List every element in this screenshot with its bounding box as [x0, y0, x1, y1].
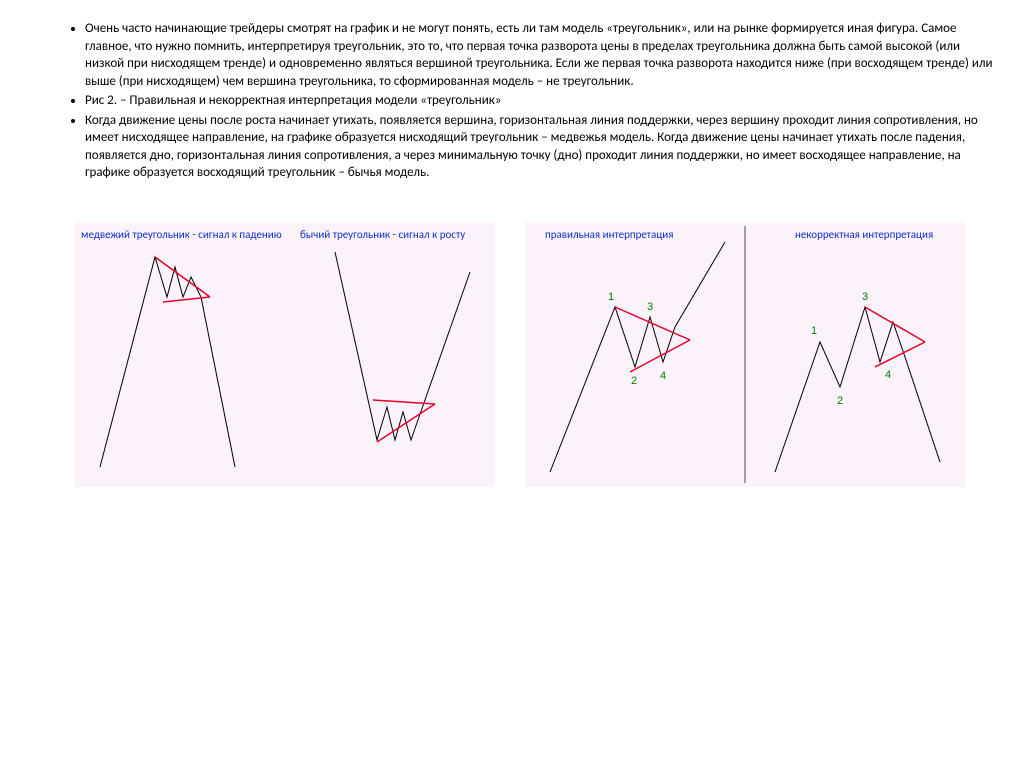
svg-text:3: 3 — [647, 301, 653, 313]
svg-text:2: 2 — [631, 375, 637, 387]
bullet-item-3: Когда движение цены после роста начинает… — [85, 112, 994, 182]
chart-panels: медвежий треугольник - сигнал к падению … — [30, 222, 994, 487]
bullet-item-2: Рис 2. – Правильная и некорректная интер… — [85, 92, 994, 110]
panel-interpretation: правильная интерпретация некорректная ин… — [525, 222, 965, 487]
title-bull: бычий треугольник - сигнал к росту — [300, 228, 465, 241]
svg-text:3: 3 — [862, 291, 868, 303]
title-incorrect: некорректная интерпретация — [795, 228, 933, 241]
svg-text:2: 2 — [837, 395, 843, 407]
title-bear: медвежий треугольник - сигнал к падению — [81, 228, 282, 241]
panel-bear-bull: медвежий треугольник - сигнал к падению … — [75, 222, 495, 487]
svg-text:1: 1 — [608, 291, 614, 303]
title-correct: правильная интерпретация — [545, 228, 673, 241]
bullet-list: Очень часто начинающие трейдеры смотрят … — [30, 20, 994, 182]
svg-text:1: 1 — [811, 325, 817, 337]
chart-right-svg: 1 2 3 4 1 2 3 4 — [525, 222, 965, 487]
chart-left-svg — [75, 222, 495, 487]
svg-text:4: 4 — [660, 370, 666, 382]
svg-text:4: 4 — [885, 369, 891, 381]
bullet-item-1: Очень часто начинающие трейдеры смотрят … — [85, 20, 994, 90]
caption-fig2: Рис 2. – Правильная и некорректная интер… — [85, 92, 994, 110]
